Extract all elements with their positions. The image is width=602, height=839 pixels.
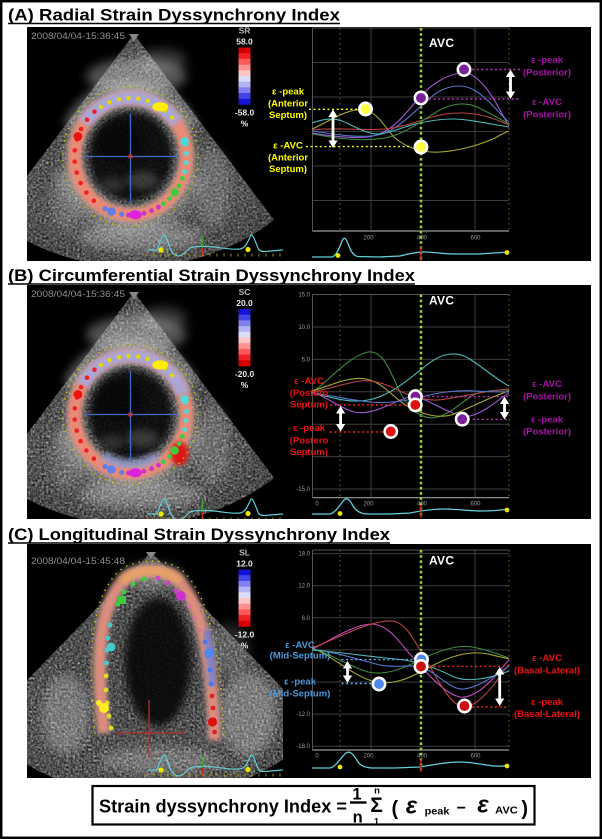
svg-text:200: 200 bbox=[363, 754, 374, 760]
svg-text:5.0: 5.0 bbox=[302, 357, 311, 363]
svg-text:ε -AVC: ε -AVC bbox=[532, 379, 562, 390]
svg-text:%: % bbox=[241, 380, 249, 390]
svg-text:58.0: 58.0 bbox=[236, 37, 253, 47]
svg-text:(Anterior: (Anterior bbox=[268, 99, 308, 110]
svg-text:Septum): Septum) bbox=[269, 110, 307, 121]
svg-text:ε -peak: ε -peak bbox=[284, 677, 317, 688]
svg-text:200: 200 bbox=[363, 236, 374, 242]
svg-text:10.0: 10.0 bbox=[298, 325, 310, 331]
svg-text:400: 400 bbox=[417, 502, 428, 508]
svg-text:0: 0 bbox=[315, 502, 319, 508]
svg-text:−: − bbox=[457, 800, 466, 817]
svg-text:15.0: 15.0 bbox=[298, 293, 310, 299]
svg-text:SR: SR bbox=[239, 26, 251, 36]
svg-text:Septum): Septum) bbox=[290, 447, 328, 458]
svg-text:%: % bbox=[241, 641, 249, 651]
svg-text:400: 400 bbox=[417, 754, 428, 760]
svg-text:(Basal-Lateral): (Basal-Lateral) bbox=[514, 709, 580, 720]
svg-text:Septum): Septum) bbox=[290, 399, 328, 410]
svg-text:(C) Longitudinal Strain Dyssyn: (C) Longitudinal Strain Dyssynchrony Ind… bbox=[8, 525, 391, 544]
svg-text:600: 600 bbox=[470, 502, 481, 508]
svg-text:0: 0 bbox=[315, 754, 319, 760]
svg-text:-18.0: -18.0 bbox=[296, 744, 310, 750]
svg-text:600: 600 bbox=[470, 754, 481, 760]
svg-text:Σ: Σ bbox=[370, 794, 383, 817]
svg-text:AVC: AVC bbox=[429, 36, 454, 50]
svg-text:1: 1 bbox=[352, 786, 361, 804]
svg-text:(A) Radial Strain Dyssynchrony: (A) Radial Strain Dyssynchrony Index bbox=[8, 6, 341, 25]
svg-text:ε: ε bbox=[477, 792, 489, 819]
svg-text:ε -peak: ε -peak bbox=[531, 55, 564, 66]
svg-text:n: n bbox=[374, 786, 380, 797]
svg-text:2008/04/04-15:36:45: 2008/04/04-15:36:45 bbox=[31, 289, 125, 299]
svg-text:SL: SL bbox=[239, 548, 250, 558]
svg-text:AVC: AVC bbox=[495, 805, 518, 817]
svg-text:ε: ε bbox=[406, 793, 418, 820]
svg-text:2008/04/04-15:36:45: 2008/04/04-15:36:45 bbox=[31, 31, 125, 41]
svg-text:n: n bbox=[353, 809, 363, 827]
svg-text:Strain dyssynchrony Index =: Strain dyssynchrony Index = bbox=[99, 797, 347, 817]
svg-text:20.0: 20.0 bbox=[236, 298, 253, 308]
svg-text:-15.0: -15.0 bbox=[296, 487, 310, 493]
svg-text:(Posterior): (Posterior) bbox=[523, 110, 571, 121]
svg-text:(: ( bbox=[391, 798, 398, 820]
svg-text:): ) bbox=[521, 798, 528, 820]
svg-text:18.0: 18.0 bbox=[298, 552, 310, 558]
svg-text:12.0: 12.0 bbox=[236, 559, 253, 569]
svg-text:ε -AVC: ε -AVC bbox=[294, 376, 324, 387]
svg-text:6.0: 6.0 bbox=[302, 616, 311, 622]
svg-text:-12.0: -12.0 bbox=[235, 630, 255, 640]
svg-text:ε -AVC: ε -AVC bbox=[285, 640, 315, 651]
svg-text:ε -AVC: ε -AVC bbox=[273, 141, 303, 152]
svg-text:ε -AVC: ε -AVC bbox=[532, 97, 562, 108]
svg-text:ε -peak: ε -peak bbox=[531, 415, 564, 426]
svg-text:ε -peak: ε -peak bbox=[272, 87, 305, 98]
svg-text:(B) Circumferential Strain Dys: (B) Circumferential Strain Dyssynchrony … bbox=[8, 266, 416, 285]
svg-text:ε -peak: ε -peak bbox=[293, 423, 326, 434]
svg-text:(Mid-Septum): (Mid-Septum) bbox=[270, 651, 331, 662]
svg-text:ε -AVC: ε -AVC bbox=[532, 653, 562, 664]
svg-text:AVC: AVC bbox=[429, 294, 454, 308]
svg-text:AVC: AVC bbox=[429, 554, 454, 568]
svg-text:(Posterior): (Posterior) bbox=[523, 427, 571, 438]
svg-text:12.0: 12.0 bbox=[298, 584, 310, 590]
svg-text:-12.0: -12.0 bbox=[296, 712, 310, 718]
svg-text:Septum): Septum) bbox=[269, 164, 307, 175]
svg-text:400: 400 bbox=[417, 236, 428, 242]
svg-text:(Postero: (Postero bbox=[290, 388, 329, 399]
svg-text:(Mid-Septum): (Mid-Septum) bbox=[270, 688, 331, 699]
svg-text:(Basal-Lateral): (Basal-Lateral) bbox=[514, 666, 580, 677]
svg-text:ε -peak: ε -peak bbox=[531, 697, 564, 708]
svg-text:600: 600 bbox=[470, 236, 481, 242]
svg-text:%: % bbox=[241, 119, 249, 129]
svg-text:200: 200 bbox=[363, 502, 374, 508]
svg-text:2008/04/04-15:45:48: 2008/04/04-15:45:48 bbox=[31, 556, 125, 566]
svg-text:1: 1 bbox=[374, 817, 379, 827]
svg-text:-20.0: -20.0 bbox=[235, 369, 255, 379]
svg-text:(Posterior): (Posterior) bbox=[523, 68, 571, 79]
svg-text:-58.0: -58.0 bbox=[235, 108, 255, 118]
svg-text:(Posterior): (Posterior) bbox=[523, 392, 571, 403]
svg-text:peak: peak bbox=[425, 806, 450, 818]
svg-text:(Anterior: (Anterior bbox=[268, 153, 308, 164]
svg-text:(Postero: (Postero bbox=[290, 436, 329, 447]
svg-text:SC: SC bbox=[239, 287, 251, 297]
